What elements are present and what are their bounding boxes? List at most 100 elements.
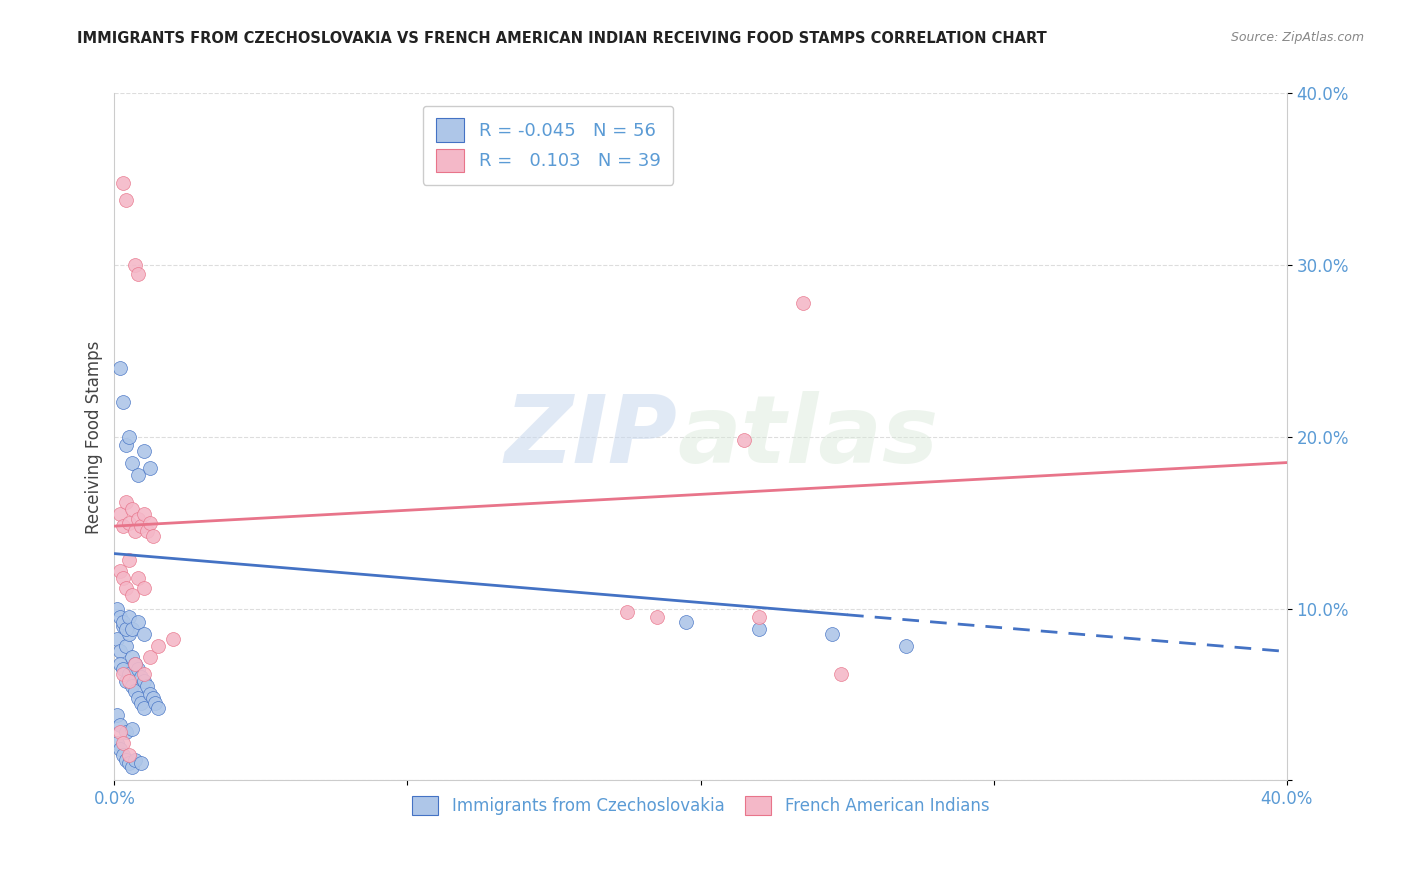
Point bbox=[112, 395, 135, 409]
Point bbox=[733, 434, 755, 448]
Point bbox=[124, 258, 146, 272]
Point bbox=[145, 696, 167, 710]
Point bbox=[115, 640, 138, 654]
Point bbox=[821, 627, 844, 641]
Point bbox=[124, 684, 146, 698]
Point bbox=[129, 696, 152, 710]
Text: ZIP: ZIP bbox=[505, 391, 678, 483]
Point bbox=[110, 507, 132, 521]
Point bbox=[118, 747, 141, 762]
Point bbox=[148, 640, 170, 654]
Point bbox=[138, 516, 160, 530]
Point bbox=[675, 615, 697, 630]
Point bbox=[162, 632, 184, 647]
Point bbox=[121, 649, 143, 664]
Text: atlas: atlas bbox=[678, 391, 938, 483]
Point bbox=[894, 640, 917, 654]
Point bbox=[115, 581, 138, 595]
Point bbox=[129, 519, 152, 533]
Legend: Immigrants from Czechoslovakia, French American Indians: Immigrants from Czechoslovakia, French A… bbox=[404, 788, 997, 823]
Point bbox=[121, 622, 143, 636]
Point bbox=[112, 176, 135, 190]
Point bbox=[110, 644, 132, 658]
Point bbox=[127, 267, 149, 281]
Point bbox=[112, 571, 135, 585]
Point bbox=[105, 632, 128, 647]
Point bbox=[110, 725, 132, 739]
Point bbox=[132, 666, 155, 681]
Point bbox=[110, 610, 132, 624]
Point bbox=[127, 662, 149, 676]
Point bbox=[127, 615, 149, 630]
Point bbox=[115, 438, 138, 452]
Point bbox=[127, 467, 149, 482]
Point bbox=[105, 601, 128, 615]
Point bbox=[118, 430, 141, 444]
Point bbox=[118, 610, 141, 624]
Point bbox=[121, 679, 143, 693]
Point bbox=[135, 679, 157, 693]
Point bbox=[748, 622, 770, 636]
Point bbox=[127, 512, 149, 526]
Point bbox=[132, 581, 155, 595]
Point bbox=[112, 519, 135, 533]
Text: IMMIGRANTS FROM CZECHOSLOVAKIA VS FRENCH AMERICAN INDIAN RECEIVING FOOD STAMPS C: IMMIGRANTS FROM CZECHOSLOVAKIA VS FRENCH… bbox=[77, 31, 1047, 46]
Point bbox=[132, 701, 155, 715]
Point bbox=[129, 670, 152, 684]
Point bbox=[112, 735, 135, 749]
Point bbox=[616, 605, 638, 619]
Point bbox=[121, 502, 143, 516]
Point bbox=[792, 296, 814, 310]
Point bbox=[118, 553, 141, 567]
Point bbox=[121, 722, 143, 736]
Point bbox=[118, 673, 141, 688]
Point bbox=[129, 756, 152, 771]
Point bbox=[127, 571, 149, 585]
Point bbox=[830, 666, 852, 681]
Point bbox=[105, 735, 128, 749]
Point bbox=[132, 443, 155, 458]
Point bbox=[112, 662, 135, 676]
Point bbox=[112, 747, 135, 762]
Point bbox=[141, 690, 163, 705]
Point bbox=[748, 610, 770, 624]
Point bbox=[110, 361, 132, 376]
Point bbox=[132, 507, 155, 521]
Point bbox=[115, 673, 138, 688]
Point bbox=[124, 753, 146, 767]
Point bbox=[121, 759, 143, 773]
Point bbox=[124, 657, 146, 671]
Point bbox=[115, 495, 138, 509]
Point bbox=[645, 610, 668, 624]
Point bbox=[110, 564, 132, 578]
Point bbox=[110, 718, 132, 732]
Point bbox=[118, 516, 141, 530]
Point bbox=[115, 193, 138, 207]
Text: Source: ZipAtlas.com: Source: ZipAtlas.com bbox=[1230, 31, 1364, 45]
Point bbox=[118, 627, 141, 641]
Point bbox=[138, 688, 160, 702]
Y-axis label: Receiving Food Stamps: Receiving Food Stamps bbox=[86, 340, 103, 533]
Point bbox=[148, 701, 170, 715]
Point bbox=[112, 666, 135, 681]
Point bbox=[105, 708, 128, 723]
Point bbox=[121, 456, 143, 470]
Point bbox=[124, 524, 146, 539]
Point bbox=[124, 657, 146, 671]
Point bbox=[141, 529, 163, 543]
Point bbox=[110, 657, 132, 671]
Point bbox=[135, 524, 157, 539]
Point bbox=[127, 690, 149, 705]
Point bbox=[115, 725, 138, 739]
Point bbox=[138, 649, 160, 664]
Point bbox=[118, 666, 141, 681]
Point bbox=[132, 673, 155, 688]
Point bbox=[115, 753, 138, 767]
Point bbox=[138, 460, 160, 475]
Point bbox=[110, 742, 132, 756]
Point bbox=[115, 622, 138, 636]
Point bbox=[118, 756, 141, 771]
Point bbox=[121, 588, 143, 602]
Point bbox=[112, 619, 135, 633]
Point bbox=[132, 627, 155, 641]
